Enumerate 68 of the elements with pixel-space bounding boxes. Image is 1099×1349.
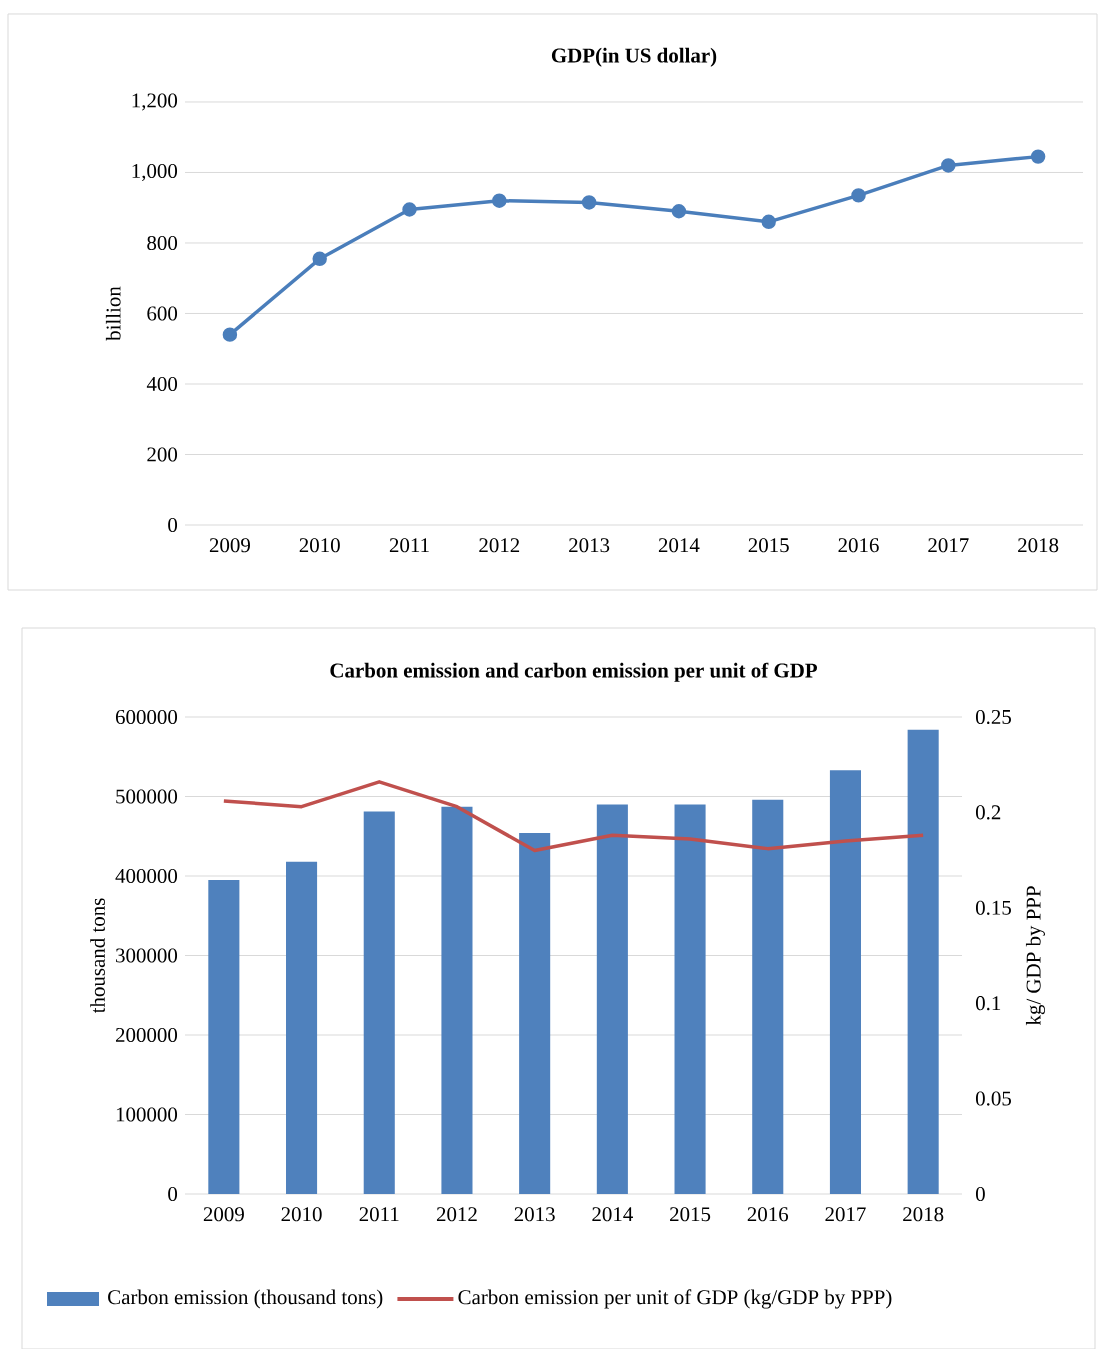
x-tick-label: 2017 (825, 1207, 866, 1222)
y-tick-label: 400000 (115, 868, 178, 884)
y2-tick-label: 0.2 (975, 805, 1001, 820)
x-tick-label: 2010 (281, 1207, 322, 1222)
x-tick-label: 2012 (479, 538, 520, 553)
x-tick-label: 2009 (203, 1207, 244, 1222)
point (851, 188, 866, 203)
bar (596, 804, 628, 1194)
y-tick-label: 300000 (116, 948, 178, 963)
y2-tick-label: 0 (975, 1186, 985, 1202)
x-tick-label: 2014 (592, 1207, 633, 1222)
bar (907, 729, 939, 1194)
x-tick-label: 2012 (436, 1207, 477, 1222)
point (761, 214, 776, 230)
y-axis-title: billion (105, 286, 121, 341)
x-tick-label: 2015 (670, 1207, 711, 1222)
point (581, 195, 597, 210)
chart-title: GDP(in US dollar) (551, 47, 717, 67)
x-tick-label: 2010 (299, 538, 340, 553)
y-tick-label: 200 (147, 447, 178, 462)
y2-tick-label: 0.1 (975, 996, 1001, 1011)
chart-title: Carbon emission and carbon emission per unit of GDP (330, 662, 818, 682)
bar (674, 804, 706, 1194)
bar (208, 879, 240, 1194)
x-tick-label: 2013 (569, 538, 610, 553)
x-tick-label: 2013 (514, 1207, 555, 1222)
line-series (222, 780, 925, 853)
x-tick-label: 2011 (359, 1207, 399, 1222)
x-tick-label: 2015 (748, 538, 789, 553)
x-tick-label: 2018 (1018, 538, 1059, 553)
point (492, 193, 507, 208)
legend-label: Carbon emission per unit of GDP (kg/GDP by PPP) (458, 1289, 892, 1309)
bar (829, 770, 861, 1194)
point (222, 327, 238, 342)
legend-label: Carbon emission (thousand tons) (108, 1289, 383, 1309)
bar (519, 833, 551, 1194)
point (1030, 149, 1046, 164)
y-tick-label: 600 (147, 306, 178, 321)
x-tick-label: 2011 (389, 538, 429, 553)
point (941, 158, 956, 173)
bar (752, 799, 784, 1194)
x-tick-label: 2009 (209, 538, 250, 553)
bar (441, 806, 473, 1194)
y-tick-label: 0 (168, 517, 178, 533)
y2-axis-title: kg/ GDP by PPP (1025, 886, 1045, 1026)
y-tick-label: 100000 (116, 1107, 178, 1122)
x-tick-label: 2014 (658, 538, 700, 553)
x-tick-label: 2018 (903, 1207, 944, 1222)
bar (363, 811, 395, 1194)
x-tick-label: 2017 (928, 538, 969, 553)
y-tick-label: 500000 (116, 789, 178, 804)
point (312, 251, 327, 267)
y-tick-label: 600000 (115, 709, 178, 725)
y2-tick-label: 0.15 (975, 900, 1011, 915)
x-tick-label: 2016 (747, 1207, 789, 1222)
y-tick-label: 400 (146, 376, 178, 392)
y-tick-label: 1,000 (132, 163, 178, 182)
y-tick-label: 200000 (115, 1027, 178, 1043)
bar (286, 861, 318, 1194)
y-axis-title: thousand tons (90, 898, 105, 1014)
y-tick-label: 0 (168, 1186, 178, 1202)
x-tick-label: 2016 (838, 538, 879, 553)
y2-tick-label: 0.25 (975, 709, 1011, 725)
y2-tick-label: 0.05 (975, 1091, 1011, 1106)
y-tick-label: 800 (147, 235, 178, 251)
point (402, 202, 417, 217)
point (671, 204, 687, 219)
y-tick-label: 1,200 (132, 93, 178, 111)
